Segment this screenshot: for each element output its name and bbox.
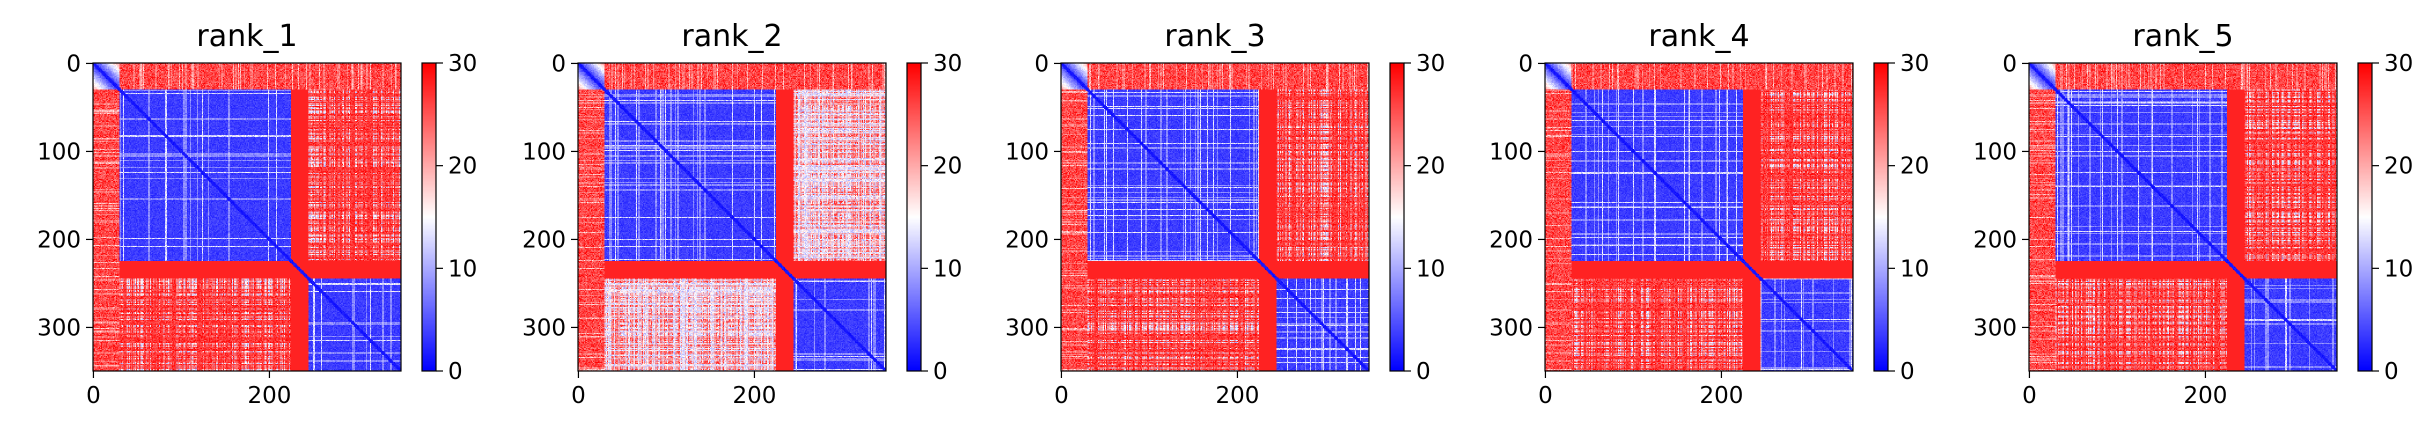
y-tick-label: 100: [37, 139, 81, 165]
colorbar-frame: [1873, 62, 1889, 372]
panel-title: rank_2: [681, 19, 782, 54]
panel-title: rank_3: [1164, 19, 1265, 54]
axes-frame: [1544, 62, 1854, 372]
y-tick-label: 300: [37, 315, 81, 341]
y-tick-label: 100: [1973, 139, 2017, 165]
colorbar-tick-label: 0: [2384, 359, 2399, 385]
x-tick-label: 0: [571, 383, 586, 409]
pae-heatmap: [1545, 63, 1853, 371]
pae-heatmap: [1061, 63, 1369, 371]
y-tick-label: 200: [1973, 227, 2017, 253]
x-tick-label: 200: [1699, 383, 1743, 409]
colorbar-tick-label: 10: [1416, 256, 1445, 282]
colorbar-tick-label: 30: [1900, 51, 1929, 77]
colorbar-tick-label: 30: [933, 51, 962, 77]
colorbar-frame: [421, 62, 437, 372]
x-tick-label: 200: [1215, 383, 1259, 409]
pae-panel-2: rank_2 0 100 200 300 0 200 0 10 20 30: [522, 19, 962, 409]
pae-heatmap: [93, 63, 401, 371]
pae-heatmap: [2029, 63, 2337, 371]
panel-title: rank_4: [1648, 19, 1749, 54]
colorbar: [907, 63, 921, 371]
y-tick-label: 300: [1973, 315, 2017, 341]
y-tick-label: 200: [1005, 227, 1049, 253]
colorbar-frame: [906, 62, 922, 372]
pae-panel-5: rank_5 0 100 200 300 0 200 0 10 20 30: [1973, 19, 2413, 409]
colorbar-tick-label: 20: [1900, 154, 1929, 180]
colorbar-tick-label: 10: [933, 256, 962, 282]
colorbar-tick-label: 20: [2384, 154, 2413, 180]
y-tick-label: 0: [66, 51, 81, 77]
x-tick-label: 200: [732, 383, 776, 409]
colorbar-tick-label: 0: [1900, 359, 1915, 385]
colorbar: [2358, 63, 2372, 371]
y-tick-label: 200: [522, 227, 566, 253]
colorbar-tick-label: 20: [933, 154, 962, 180]
colorbar: [1390, 63, 1404, 371]
pae-panel-1: rank_1 0 100 200 300 0 200 0 10 20 30: [37, 19, 477, 409]
y-tick-label: 300: [1005, 315, 1049, 341]
colorbar-tick-label: 10: [448, 256, 477, 282]
colorbar-tick-label: 30: [1416, 51, 1445, 77]
colorbar-tick-label: 20: [448, 154, 477, 180]
colorbar-tick-label: 30: [448, 51, 477, 77]
colorbar-frame: [1389, 62, 1405, 372]
colorbar-tick-label: 20: [1416, 154, 1445, 180]
y-tick-label: 0: [1034, 51, 1049, 77]
colorbar-tick-label: 10: [2384, 256, 2413, 282]
y-tick-label: 100: [1489, 139, 1533, 165]
colorbar-tick-label: 0: [933, 359, 948, 385]
y-tick-label: 0: [1518, 51, 1533, 77]
axes-frame: [2028, 62, 2338, 372]
y-tick-label: 300: [522, 315, 566, 341]
axes-frame: [577, 62, 887, 372]
x-tick-label: 0: [1538, 383, 1553, 409]
y-tick-label: 200: [37, 227, 81, 253]
colorbar-frame: [2357, 62, 2373, 372]
panel-title: rank_1: [196, 19, 297, 54]
y-tick-label: 200: [1489, 227, 1533, 253]
y-tick-label: 0: [2002, 51, 2017, 77]
colorbar: [422, 63, 436, 371]
axes-frame: [1060, 62, 1370, 372]
x-tick-label: 0: [2022, 383, 2037, 409]
x-tick-label: 200: [247, 383, 291, 409]
colorbar-tick-label: 30: [2384, 51, 2413, 77]
y-tick-label: 0: [551, 51, 566, 77]
pae-heatmap: [578, 63, 886, 371]
colorbar-tick-label: 0: [1416, 359, 1431, 385]
y-tick-label: 300: [1489, 315, 1533, 341]
pae-panel-3: rank_3 0 100 200 300 0 200 0 10 20 30: [1005, 19, 1445, 409]
colorbar-tick-label: 0: [448, 359, 463, 385]
axes-frame: [92, 62, 402, 372]
x-tick-label: 0: [1054, 383, 1069, 409]
y-tick-label: 100: [1005, 139, 1049, 165]
x-tick-label: 0: [86, 383, 101, 409]
x-tick-label: 200: [2183, 383, 2227, 409]
pae-panel-4: rank_4 0 100 200 300 0 200 0 10 20 30: [1489, 19, 1929, 409]
panel-title: rank_5: [2132, 19, 2233, 54]
y-tick-label: 100: [522, 139, 566, 165]
colorbar-tick-label: 10: [1900, 256, 1929, 282]
colorbar: [1874, 63, 1888, 371]
